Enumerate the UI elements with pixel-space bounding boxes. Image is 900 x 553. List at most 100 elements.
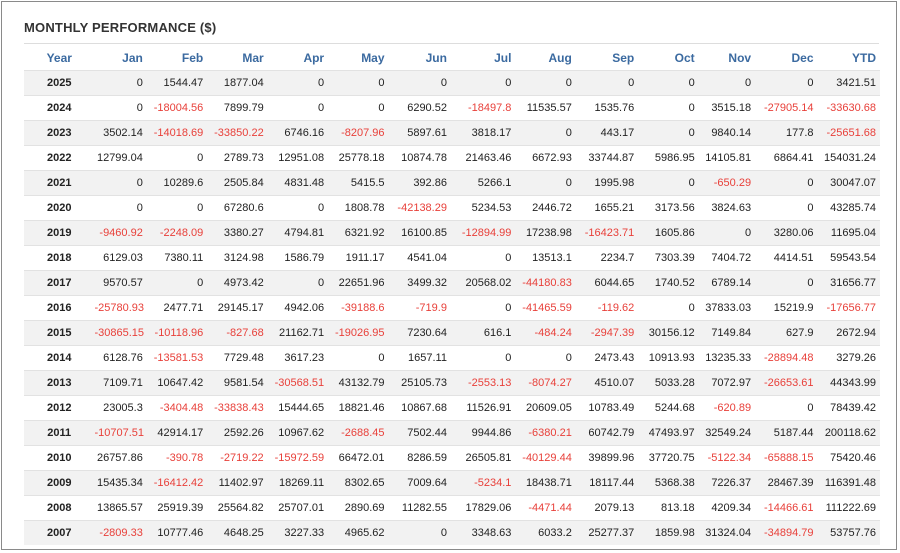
table-row: 2025 0 1544.47 1877.04 0 0 0 0 0 0 0 0 0 3421.51: [24, 70, 880, 96]
month-cell: 0: [388, 70, 451, 96]
month-cell: 5986.95: [638, 145, 699, 171]
month-cell: 6864.41: [755, 145, 818, 171]
ytd-cell: 78439.42: [817, 395, 880, 421]
month-cell: -14018.69: [146, 120, 208, 146]
month-cell: 17238.98: [515, 220, 576, 246]
month-cell: 6290.52: [388, 95, 451, 121]
month-cell: 3515.18: [698, 95, 756, 121]
month-cell: 11526.91: [450, 395, 516, 421]
month-cell: -28894.48: [755, 345, 818, 371]
month-cell: 0: [515, 170, 576, 196]
month-cell: 0: [515, 70, 576, 96]
month-cell: 0: [267, 70, 329, 96]
month-cell: 5415.5: [328, 170, 389, 196]
month-cell: -4471.44: [515, 495, 576, 521]
month-cell: -13581.53: [146, 345, 208, 371]
month-cell: 5234.53: [450, 195, 516, 221]
month-cell: 15219.9: [755, 295, 818, 321]
month-cell: 3617.23: [267, 345, 329, 371]
month-cell: 627.9: [755, 320, 818, 346]
month-cell: -30568.51: [267, 370, 329, 396]
month-cell: -33838.43: [207, 395, 268, 421]
month-cell: 1859.98: [638, 520, 699, 545]
month-cell: 0: [94, 70, 147, 96]
month-cell: 5368.38: [638, 470, 699, 496]
month-cell: -16412.42: [146, 470, 208, 496]
year-cell: 2015: [24, 320, 95, 346]
month-cell: 12951.08: [267, 145, 329, 171]
month-cell: -65888.15: [755, 445, 818, 471]
month-cell: 0: [698, 220, 756, 246]
month-cell: 0: [267, 95, 329, 121]
table-row: 2020 0 0 67280.6 0 1808.78 -42138.29 5234.53 244…: [24, 195, 880, 221]
month-cell: 2789.73: [207, 145, 268, 171]
month-cell: 25105.73: [388, 370, 451, 396]
column-header-oct: Oct: [674, 51, 695, 65]
month-cell: 0: [450, 345, 516, 371]
month-cell: 1877.04: [207, 70, 268, 96]
month-cell: 18117.44: [575, 470, 639, 496]
month-cell: 4510.07: [575, 370, 639, 396]
month-cell: 7149.84: [698, 320, 756, 346]
table-body: 2025 0 1544.47 1877.04 0 0 0 0 0 0 0 0 0 3421.51 2024 0…: [24, 70, 880, 545]
month-cell: 13865.57: [94, 495, 147, 521]
month-cell: -390.78: [146, 445, 208, 471]
month-cell: -16423.71: [575, 220, 639, 246]
table-row: 2023 3502.14 -14018.69 -33850.22 6746.16 -820…: [24, 120, 880, 146]
month-cell: 0: [267, 195, 329, 221]
month-cell: 1655.21: [575, 195, 639, 221]
column-header-jan: Jan: [122, 51, 143, 65]
ytd-cell: -25651.68: [817, 120, 880, 146]
month-cell: 66472.01: [328, 445, 389, 471]
ytd-cell: 111222.69: [817, 495, 880, 521]
month-cell: 0: [146, 195, 208, 221]
month-cell: -42138.29: [388, 195, 451, 221]
month-cell: -39188.6: [328, 295, 389, 321]
month-cell: 18269.11: [267, 470, 329, 496]
month-cell: 0: [146, 145, 208, 171]
month-cell: 10967.62: [267, 420, 329, 446]
month-cell: 7109.71: [94, 370, 147, 396]
table-row: 2014 6128.76 -13581.53 7729.48 3617.23 0 1657.…: [24, 345, 880, 371]
table-row: 2017 9570.57 0 4973.42 0 22651.96 3499.32 20568…: [24, 270, 880, 296]
month-cell: 177.8: [755, 120, 818, 146]
month-cell: 0: [638, 170, 699, 196]
month-cell: 0: [755, 170, 818, 196]
month-cell: 6672.93: [515, 145, 576, 171]
month-cell: 17829.06: [450, 495, 516, 521]
month-cell: 5897.61: [388, 120, 451, 146]
year-cell: 2018: [24, 245, 95, 271]
month-cell: 2477.71: [146, 295, 208, 321]
month-cell: 7404.72: [698, 245, 756, 271]
month-cell: 26505.81: [450, 445, 516, 471]
month-cell: 3818.17: [450, 120, 516, 146]
column-header-aug: Aug: [548, 51, 572, 65]
column-header-jun: Jun: [425, 51, 447, 65]
month-cell: 10783.49: [575, 395, 639, 421]
month-cell: 0: [94, 170, 147, 196]
year-cell: 2017: [24, 270, 95, 296]
month-cell: 10289.6: [146, 170, 208, 196]
year-cell: 2021: [24, 170, 95, 196]
month-cell: 18438.71: [515, 470, 576, 496]
year-cell: 2023: [24, 120, 95, 146]
month-cell: 21162.71: [267, 320, 329, 346]
column-header-may: May: [361, 51, 385, 65]
month-cell: -719.9: [388, 295, 451, 321]
month-cell: 813.18: [638, 495, 699, 521]
month-cell: -12894.99: [450, 220, 516, 246]
month-cell: -41465.59: [515, 295, 576, 321]
month-cell: 3499.32: [388, 270, 451, 296]
month-cell: -19026.95: [328, 320, 389, 346]
month-cell: 11535.57: [515, 95, 576, 121]
month-cell: 0: [328, 345, 389, 371]
month-cell: 30156.12: [638, 320, 699, 346]
month-cell: 7226.37: [698, 470, 756, 496]
month-cell: 42914.17: [146, 420, 208, 446]
month-cell: 0: [94, 195, 147, 221]
year-cell: 2009: [24, 470, 95, 496]
month-cell: 13513.1: [515, 245, 576, 271]
month-cell: 10874.78: [388, 145, 451, 171]
month-cell: -484.24: [515, 320, 576, 346]
month-cell: 16100.85: [388, 220, 451, 246]
